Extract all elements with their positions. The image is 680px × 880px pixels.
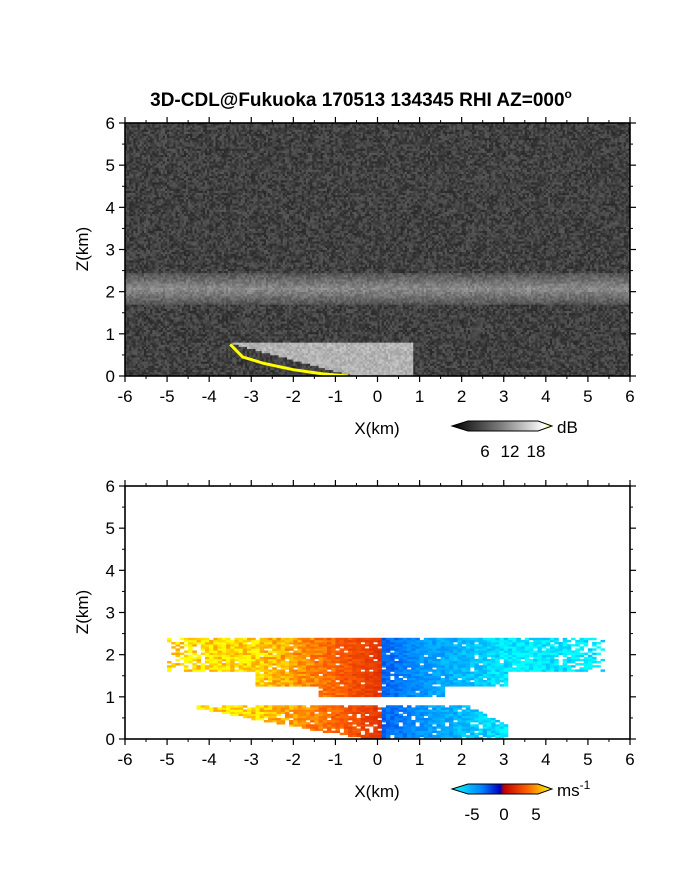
reflectivity-field	[125, 121, 633, 377]
figure-title: 3D-CDL@Fukuoka 170513 134345 RHI AZ=000o	[150, 87, 572, 111]
